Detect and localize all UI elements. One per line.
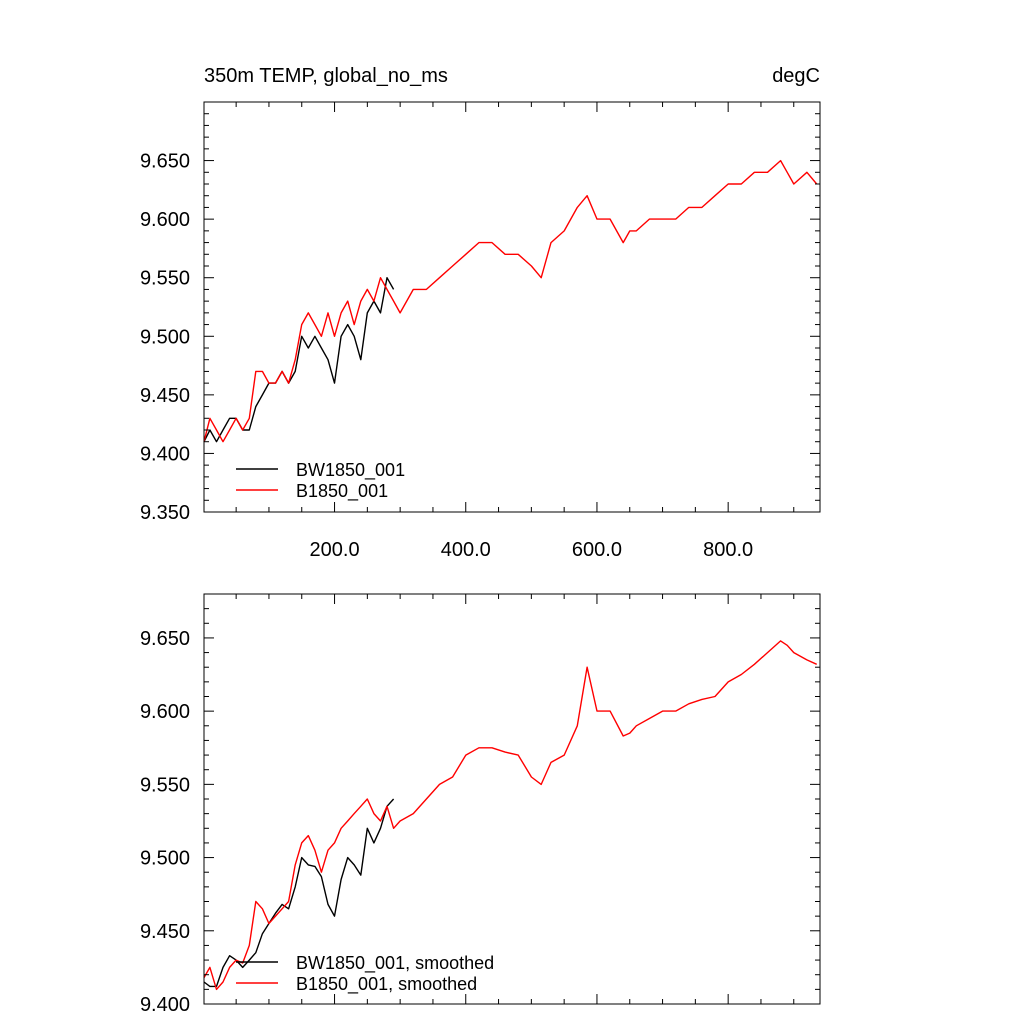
top-x-tick-label: 200.0: [310, 539, 360, 561]
top-series-line-b1850-001: [203, 159, 818, 443]
bottom-panel-frame: [203, 593, 821, 1005]
chart-title: 350m TEMP, global_no_ms: [204, 65, 448, 87]
top-x-tick-label: 400.0: [441, 539, 491, 561]
top-y-tick-label: 9.600: [140, 209, 190, 231]
bottom-y-tick-label: 9.550: [140, 774, 190, 796]
legend-label-bw1850-smoothed: BW1850_001, smoothed: [296, 953, 494, 974]
bottom-series-line-bw1850-001-smoothed: [203, 798, 395, 988]
top-series-line-bw1850-001: [203, 277, 395, 443]
chart-units: degC: [772, 65, 820, 87]
bottom-y-tick-label: 9.500: [140, 848, 190, 870]
top-panel-frame: [203, 101, 821, 513]
top-y-tick-label: 9.400: [140, 443, 190, 465]
bottom-y-tick-label: 9.600: [140, 701, 190, 723]
bottom-legend: BW1850_001, smoothed B1850_001, smoothed: [236, 953, 494, 995]
bottom-y-tick-label: 9.650: [140, 628, 190, 650]
legend-label-b1850-smoothed: B1850_001, smoothed: [296, 974, 477, 995]
bottom-y-tick-label: 9.400: [140, 994, 190, 1016]
top-y-tick-label: 9.500: [140, 326, 190, 348]
top-x-tick-label: 800.0: [703, 539, 753, 561]
top-y-tick-label: 9.550: [140, 268, 190, 290]
top-y-tick-label: 9.450: [140, 385, 190, 407]
bottom-y-tick-label: 9.450: [140, 921, 190, 943]
top-panel: 9.350 9.400 9.450 9.500 9.550 9.600 9.650 200.0…: [140, 101, 821, 561]
top-x-tick-label: 600.0: [572, 539, 622, 561]
legend-label-b1850: B1850_001: [296, 481, 388, 502]
top-y-tick-label: 9.650: [140, 151, 190, 173]
bottom-series-line-b1850-001-smoothed: [203, 640, 817, 991]
top-legend: BW1850_001 B1850_001: [236, 460, 405, 502]
bottom-panel: 9.400 9.450 9.500 9.550 9.600 9.650 BW1850_00…: [140, 593, 821, 1016]
top-y-tick-label: 9.350: [140, 502, 190, 524]
legend-label-bw1850: BW1850_001: [296, 460, 405, 481]
